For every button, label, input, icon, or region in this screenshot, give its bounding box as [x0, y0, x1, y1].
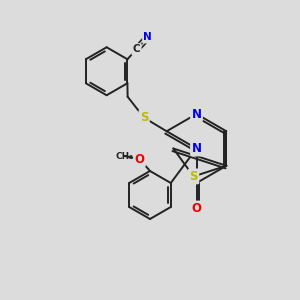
Text: N: N [143, 32, 152, 42]
Text: N: N [191, 107, 202, 121]
Text: O: O [134, 152, 145, 166]
Text: S: S [140, 111, 148, 124]
Text: CH₃: CH₃ [116, 152, 134, 160]
Text: C: C [133, 44, 140, 54]
Text: S: S [189, 170, 198, 183]
Text: N: N [191, 142, 202, 155]
Text: O: O [191, 202, 202, 215]
